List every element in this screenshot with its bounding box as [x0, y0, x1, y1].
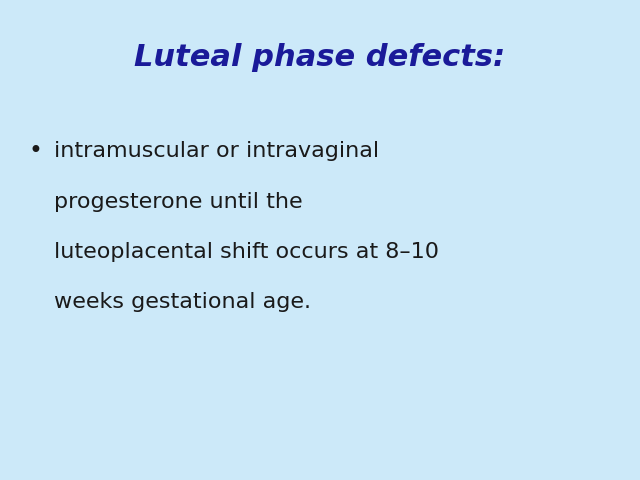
- Text: progesterone until the: progesterone until the: [54, 192, 303, 212]
- Text: •: •: [28, 139, 42, 163]
- Text: luteoplacental shift occurs at 8–10: luteoplacental shift occurs at 8–10: [54, 242, 440, 262]
- Text: weeks gestational age.: weeks gestational age.: [54, 292, 312, 312]
- Text: intramuscular or intravaginal: intramuscular or intravaginal: [54, 141, 380, 161]
- Text: Luteal phase defects:: Luteal phase defects:: [134, 43, 506, 72]
